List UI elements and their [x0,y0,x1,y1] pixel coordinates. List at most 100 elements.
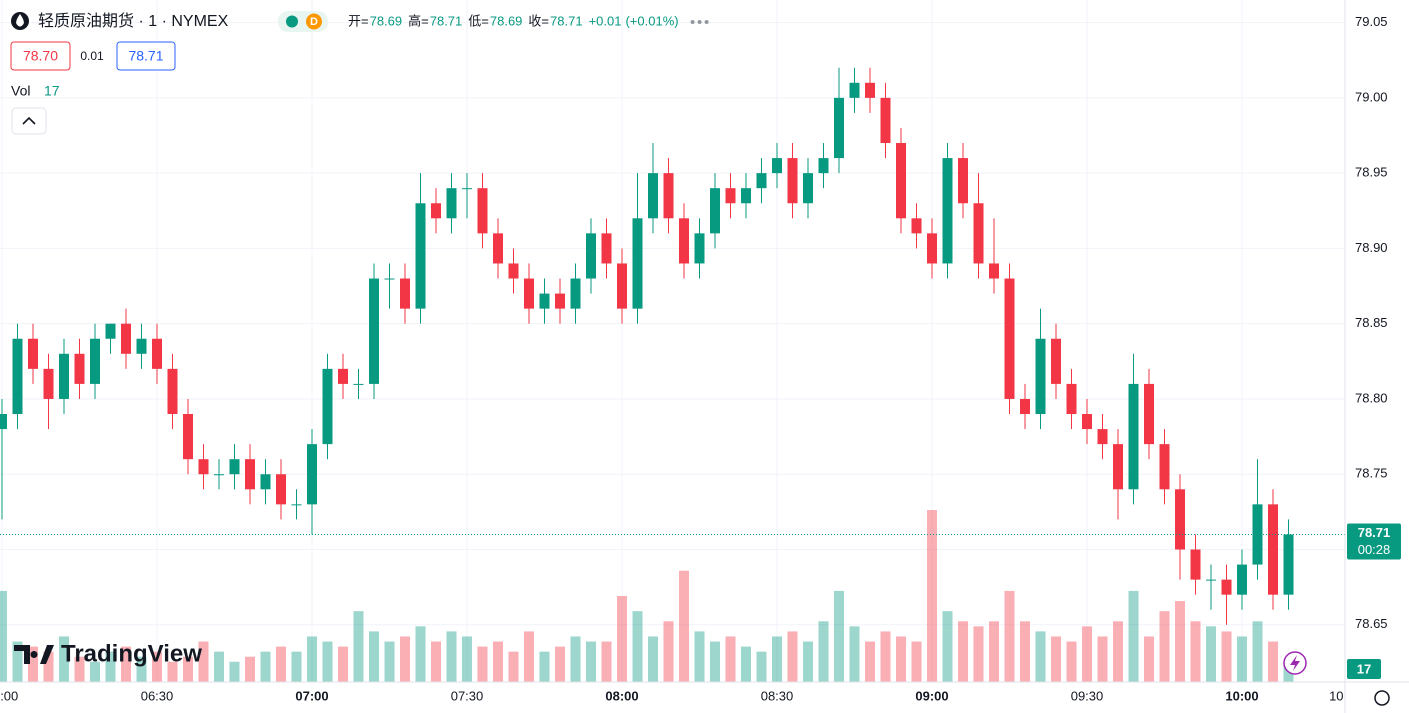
volume-bar [1113,621,1124,682]
volume-bar [431,641,442,682]
candle-body [1128,383,1139,490]
bid: 78.70 [23,48,58,64]
x-tick-label: 08:00 [605,688,638,703]
candle-body [1113,444,1124,490]
volume-value: 17 [1357,661,1371,676]
more-dot [697,20,702,24]
candle-body [446,188,457,219]
volume-bar [787,631,798,682]
volume-bar [725,636,736,682]
y-tick-label: 79.05 [1355,14,1388,29]
volume-bar [1221,631,1232,682]
volume-bar [152,651,163,682]
volume-bar [1268,641,1279,682]
volume-bar [28,646,39,682]
volume-bar [12,641,23,682]
volume-bar [214,651,225,682]
volume-bar [632,611,643,682]
more-dot [704,20,709,24]
y-tick-label: 78.80 [1355,390,1388,405]
vol-value: 17 [44,83,60,99]
candle-body [958,158,969,204]
volume-bar [1190,621,1201,682]
candle-body [679,218,690,264]
volume-bar [462,636,473,682]
ask: 78.71 [128,48,163,64]
volume-bar [369,631,380,682]
countdown: 00:28 [1358,542,1391,557]
volume-bar [648,636,659,682]
settings-button[interactable] [1374,690,1390,706]
x-tick-label: 06:30 [141,688,174,703]
candle-body [694,233,705,264]
volume-bar [105,651,116,682]
volume-bar [911,641,922,682]
candle-body [59,353,70,399]
volume-bar [1097,636,1108,682]
volume-bar [1051,636,1062,682]
volume-bar [555,646,566,682]
volume-bar [756,651,767,682]
candle-body [849,82,860,98]
candle-body [1175,489,1186,550]
volume-bar [338,646,349,682]
volume-bar [245,656,256,682]
volume-bar [260,651,271,682]
volume-bar [59,636,70,682]
volume-bar [1128,590,1139,682]
candle-body [911,218,922,234]
candle-body [369,278,380,384]
candle-body [601,233,612,264]
ohlc-value: 78.71 [430,13,463,28]
volume-bar [167,661,178,682]
volume-bar [353,611,364,682]
candle-body [400,278,411,309]
volume-bar [1283,664,1294,682]
y-tick-label: 79.00 [1355,89,1388,104]
candle-body [276,474,287,505]
candle-body [338,368,349,384]
x-tick-label: 09:00 [915,688,948,703]
candle-body [260,474,271,490]
candle-body [880,97,891,144]
candle-body [586,233,597,279]
candle-body [772,158,783,174]
candle-body [1051,338,1062,384]
volume-bar [617,596,628,682]
candle-body [756,173,767,189]
candle-body [28,338,39,369]
volume-bar [601,641,612,682]
ohlc-value: 78.71 [550,13,583,28]
candle-body [710,188,721,234]
candle-body [1159,444,1170,490]
x-tick-label: 07:30 [451,688,484,703]
volume-bar [493,641,504,682]
volume-bar [1082,626,1093,682]
candle-body [648,173,659,219]
candle-body [245,459,256,490]
volume-bar [198,641,209,682]
volume-bar [539,651,550,682]
candle-body [229,459,240,475]
volume-bar [322,641,333,682]
volume-bar [694,631,705,682]
volume-bar [90,661,101,682]
x-tick-label: 06:00 [0,688,18,703]
volume-bar [865,641,876,682]
candle-body [508,263,519,279]
candle-body [1283,534,1294,595]
ask-box [116,41,176,71]
volume-bar [1004,590,1015,682]
candle-body [431,203,442,219]
volume-bar [1206,626,1217,682]
watermark: TradingView [61,640,202,667]
volume-bar [1252,621,1263,682]
candle-body [555,293,566,309]
candle-body [291,504,302,506]
x-tick-label: 07:00 [295,688,328,703]
volume-bar [1020,621,1031,682]
collapse-button[interactable] [11,107,47,135]
volume-bar [896,636,907,682]
candle-body [989,263,1000,279]
candle-body [152,338,163,369]
